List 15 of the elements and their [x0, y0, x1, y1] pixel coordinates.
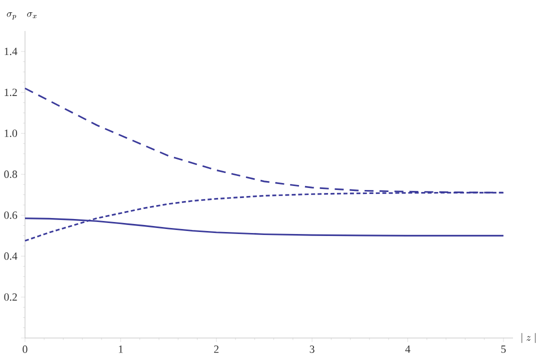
- y-tick-label: 1.4: [4, 48, 18, 56]
- x-axis-title: $|\;z\;|$: [522, 333, 536, 343]
- x-tick-label: 0: [22, 346, 28, 353]
- x-tick-label: 3: [310, 346, 314, 353]
- y-tick-label: 1.2: [4, 88, 17, 96]
- y-tick-label: 0.8: [4, 170, 18, 178]
- y-tick-label: 0.4: [4, 252, 18, 260]
- x-tick-label: 4: [405, 346, 410, 353]
- x-tick-label: 5: [501, 346, 506, 353]
- y-tick-label: 0.2: [4, 293, 17, 301]
- x-tick-label: 2: [214, 346, 219, 353]
- y-tick-label: 0.6: [4, 211, 18, 219]
- x-tick-label: 1: [118, 346, 123, 353]
- y-tick-label: 1.0: [4, 130, 18, 138]
- y-axis-title: $\sigma_p\quad\sigma_x$: [6, 12, 37, 20]
